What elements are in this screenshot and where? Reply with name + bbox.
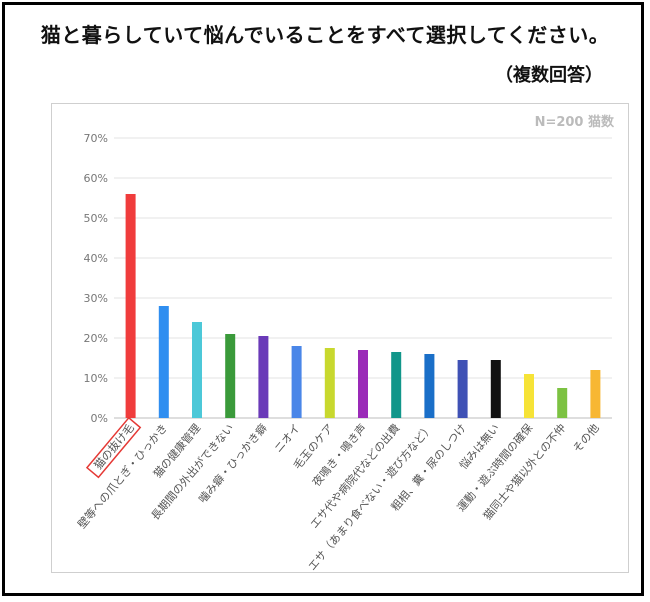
highlight-box	[85, 416, 142, 479]
bar	[291, 346, 302, 418]
y-tick-label: 60%	[84, 172, 108, 185]
bar	[125, 194, 136, 418]
y-tick-label: 0%	[91, 412, 108, 425]
bar	[324, 348, 335, 418]
bar	[457, 360, 468, 418]
y-tick-label: 70%	[84, 132, 108, 145]
y-tick-label: 20%	[84, 332, 108, 345]
bar	[258, 336, 269, 418]
bar	[490, 360, 501, 418]
bar	[590, 370, 601, 418]
bar	[158, 306, 169, 418]
bar	[225, 334, 236, 418]
chart-frame: 猫と暮らしていて悩んでいることをすべて選択してください。 （複数回答） 0% 10…	[2, 2, 644, 596]
page-title: 猫と暮らしていて悩んでいることをすべて選択してください。	[40, 23, 610, 47]
bar	[557, 388, 568, 418]
y-tick-label: 40%	[84, 252, 108, 265]
x-category-label: ニオイ	[272, 422, 303, 456]
bar	[358, 350, 368, 418]
y-tick-label: 10%	[84, 372, 108, 385]
chart-area: 0% 10% 20% 30% 40% 50% 60% 70% N=200 猫数 猫の抜け毛 壁等への…	[51, 103, 629, 573]
bar	[391, 352, 402, 418]
bar	[524, 374, 534, 418]
page-subtitle: （複数回答）	[495, 65, 603, 86]
y-tick-label: 30%	[84, 292, 108, 305]
bar	[424, 354, 435, 418]
y-tick-label: 50%	[84, 212, 108, 225]
bar	[192, 322, 202, 418]
sample-size-note: N=200 猫数	[535, 114, 615, 130]
x-category-label: その他	[571, 422, 602, 456]
bar-chart: 0%10%20%30%40%50%60%70%N=200 猫数猫の抜け毛壁等への…	[75, 114, 615, 572]
highlight-box-rect	[85, 416, 142, 479]
